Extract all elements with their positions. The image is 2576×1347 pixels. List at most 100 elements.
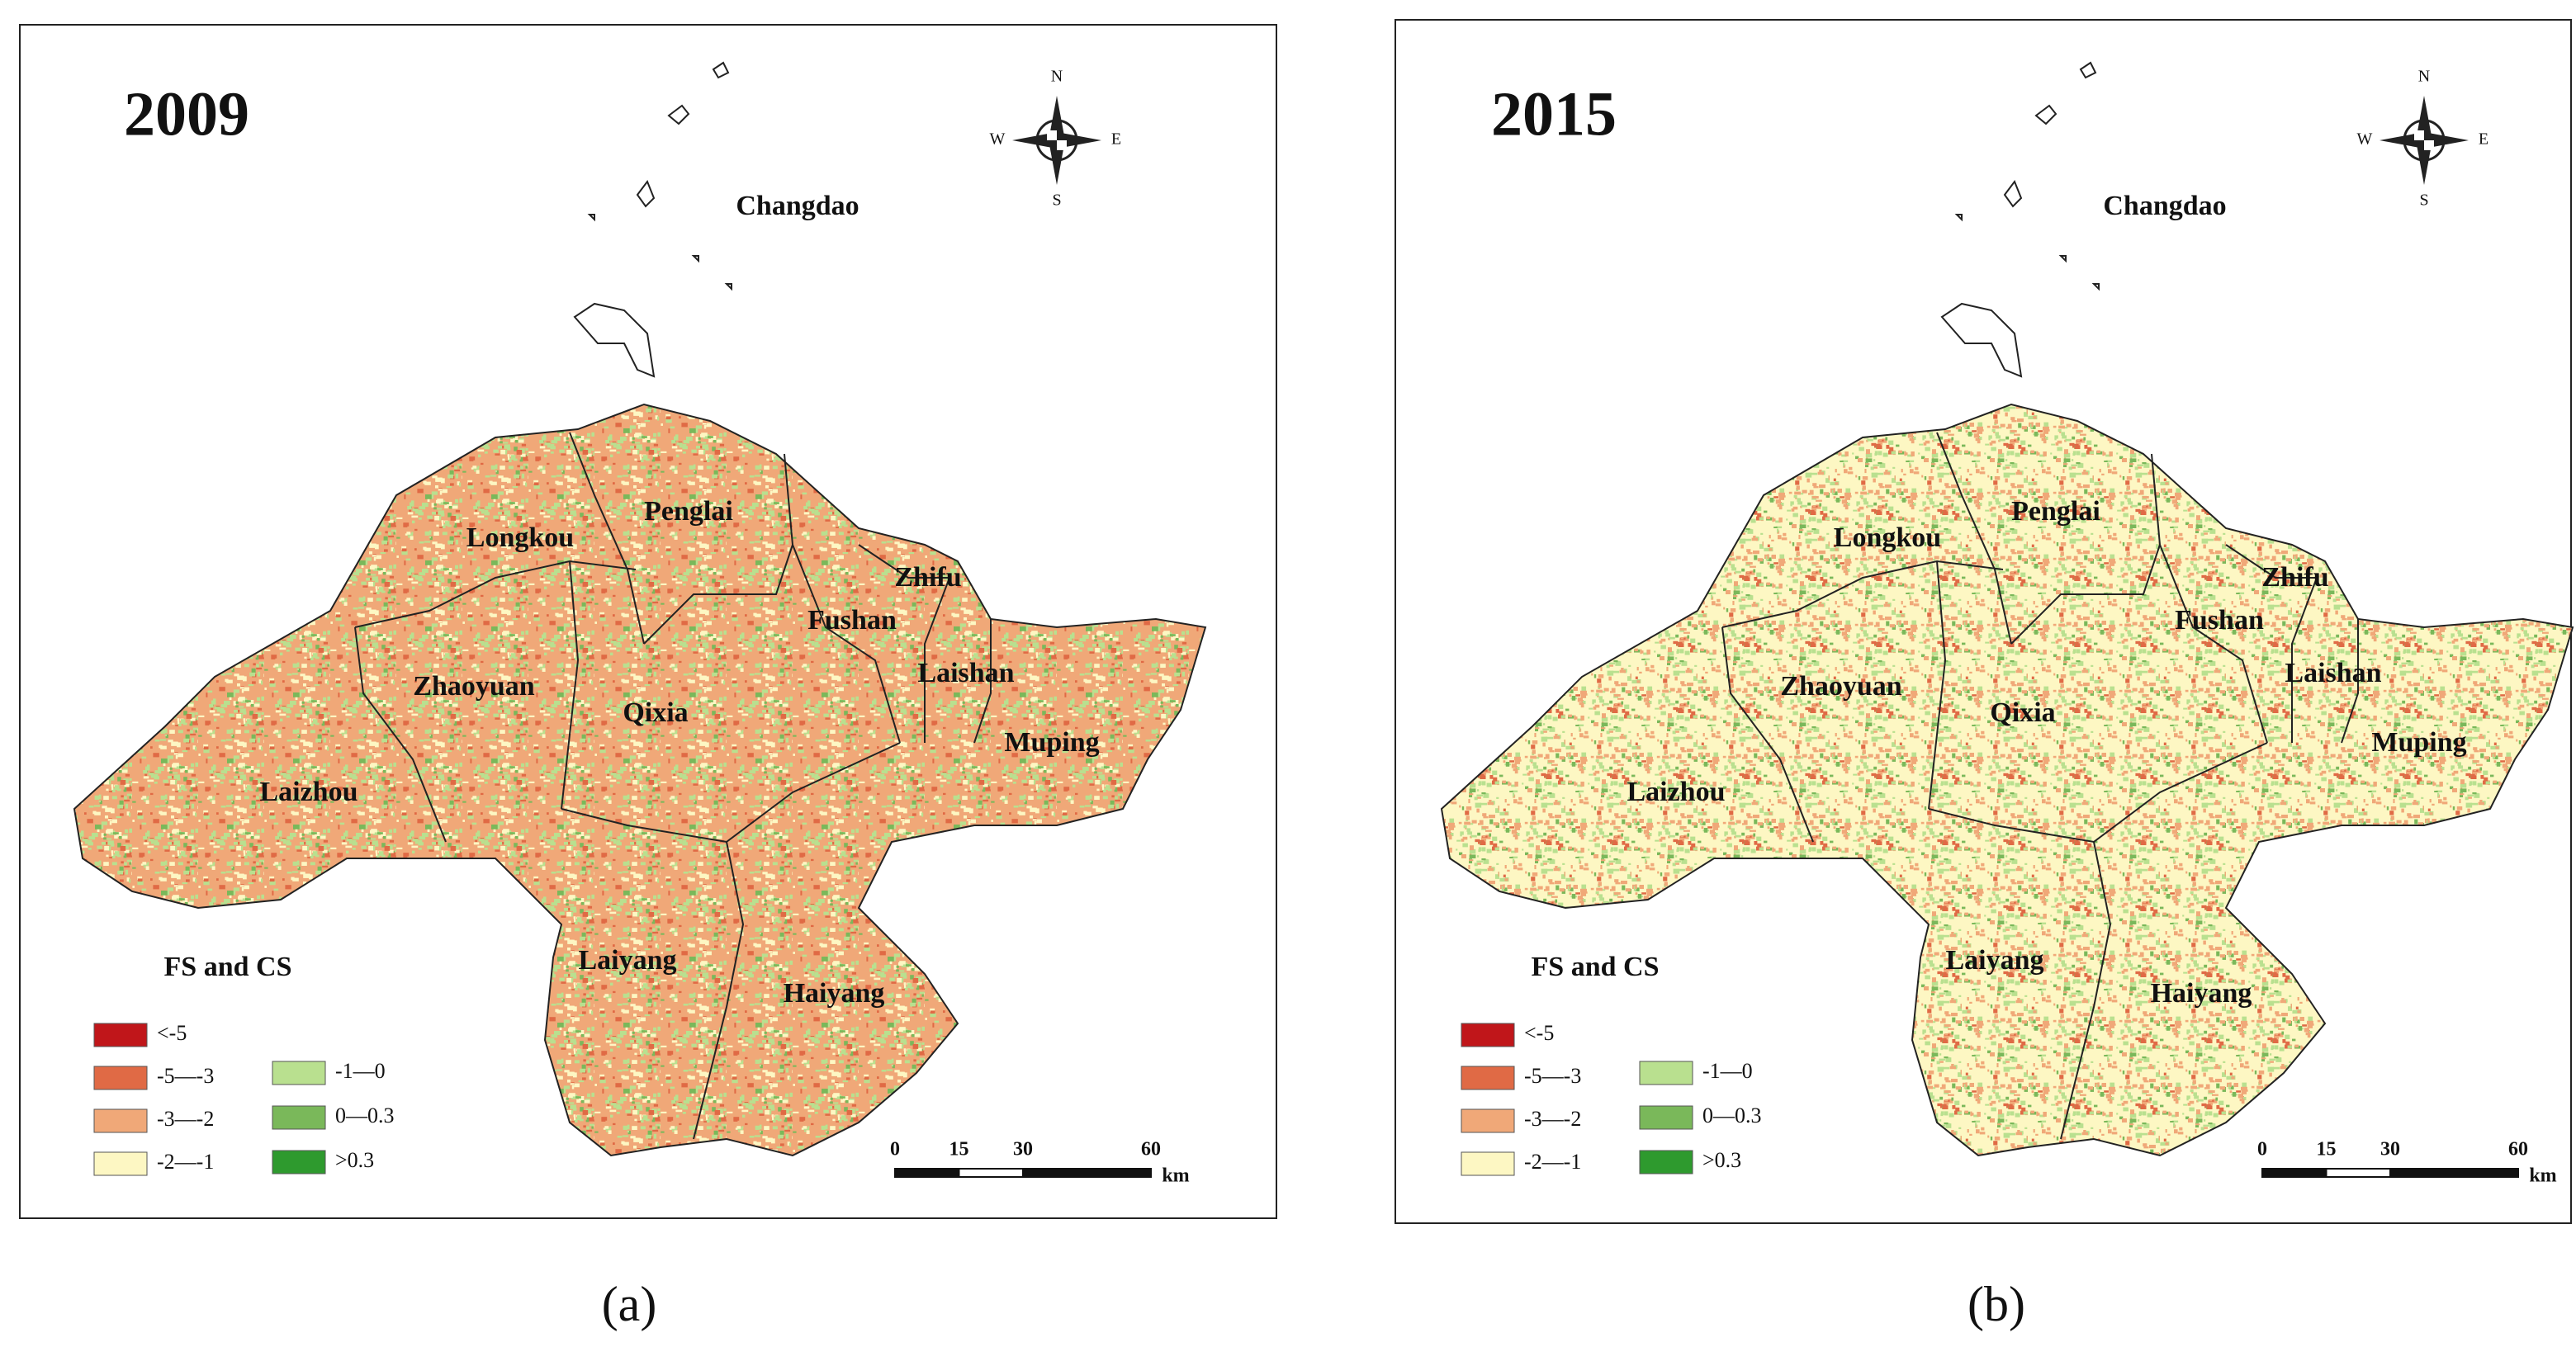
legend-title: FS and CS: [164, 952, 292, 982]
compass-letter: S: [1052, 191, 1061, 210]
district-border: [2225, 544, 2318, 743]
district-label: Penglai: [644, 496, 733, 527]
district-label: Zhifu: [894, 562, 961, 593]
district-border: [561, 560, 580, 810]
compass-center: [2424, 140, 2434, 150]
district-border: [569, 432, 645, 645]
scale-segment: [2325, 1168, 2391, 1178]
district-label: Fushan: [2175, 605, 2264, 636]
scale-segment: [958, 1168, 1024, 1178]
year-title: 2015: [1491, 79, 1617, 149]
district-border: [1936, 432, 2012, 645]
compass-center: [2414, 130, 2424, 140]
scale-unit: km: [1162, 1165, 1189, 1187]
district-border: [2341, 619, 2359, 744]
legend-swatch: [93, 1108, 148, 1133]
island: [636, 179, 656, 208]
scale-segment: [2389, 1168, 2519, 1178]
scale-label: 30: [1013, 1139, 1033, 1160]
legend-label: -1—0: [335, 1059, 386, 1083]
map-panel: 2009 Changdao Longkou Penglai Zhifu Fushan Lai…: [73, 61, 1207, 1187]
scale-unit: km: [2529, 1165, 2556, 1187]
compass-center: [1047, 130, 1057, 140]
district-label: Qixia: [623, 697, 688, 728]
scale-segment: [1022, 1168, 1152, 1178]
island: [2003, 179, 2023, 208]
district-label: Laiyang: [1945, 945, 2043, 976]
island: [573, 302, 656, 378]
land: [1440, 403, 2574, 1157]
compass-letter: W: [2357, 130, 2373, 149]
legend-label: <-5: [157, 1021, 187, 1045]
island: [2034, 104, 2057, 125]
scale-label: 30: [2380, 1139, 2400, 1160]
legend-swatch: [1639, 1061, 1693, 1085]
district-label: Laizhou: [259, 777, 358, 807]
district-label: Laizhou: [1627, 777, 1725, 807]
district-border: [354, 560, 637, 628]
map-panel: 2015 Changdao Longkou Penglai Zhifu Fushan Lai…: [1440, 61, 2574, 1187]
district-label: Longkou: [466, 522, 574, 553]
district-label: Laiyang: [578, 945, 676, 976]
panel-frame: [1395, 19, 2572, 1224]
island: [2091, 283, 2100, 291]
scale-label: 60: [2508, 1139, 2528, 1160]
district-border: [354, 626, 447, 843]
district-label: Muping: [2371, 727, 2466, 758]
district-border: [2060, 841, 2112, 1140]
district-label: Longkou: [1834, 522, 1941, 553]
island: [587, 214, 595, 222]
district-border: [792, 544, 901, 744]
island: [2058, 255, 2067, 263]
scale-label: 0: [890, 1139, 900, 1160]
legend-title: FS and CS: [1532, 952, 1660, 982]
scale-label: 15: [2317, 1139, 2337, 1160]
district-label: Zhaoyuan: [1780, 671, 1901, 702]
legend-swatch: [93, 1151, 148, 1176]
compass-letter: E: [2479, 130, 2488, 149]
legend-swatch: [272, 1105, 326, 1130]
legend-swatch: [272, 1061, 326, 1085]
panel-frame: [19, 24, 1277, 1219]
district-label: Haiyang: [784, 978, 885, 1009]
panel-caption: (b): [1968, 1277, 2025, 1331]
panel-caption: (a): [602, 1277, 657, 1331]
legend-label: 0—0.3: [335, 1104, 395, 1127]
legend-label: -2—-1: [157, 1150, 214, 1174]
land: [73, 403, 1207, 1157]
island: [667, 104, 690, 125]
district-border: [693, 841, 745, 1140]
legend-swatch: [93, 1023, 148, 1047]
island: [691, 255, 699, 263]
island: [712, 61, 730, 79]
district-label: Penglai: [2011, 496, 2100, 527]
district-border: [1721, 560, 2004, 628]
district-border: [1721, 626, 1814, 843]
district-label: Zhifu: [2261, 562, 2328, 593]
legend-label: -5—-3: [157, 1064, 214, 1088]
compass-letter: W: [990, 130, 1006, 149]
place-label: Changdao: [2103, 191, 2226, 221]
year-title: 2009: [124, 79, 249, 149]
island: [724, 283, 732, 291]
legend-swatch: [1461, 1108, 1515, 1133]
legend-swatch: [272, 1150, 326, 1174]
district-border: [1928, 560, 1947, 810]
district-label: Laishan: [2285, 658, 2381, 688]
scale-segment: [894, 1168, 960, 1178]
legend-label: <-5: [1524, 1021, 1554, 1045]
district-label: Zhaoyuan: [413, 671, 534, 702]
compass-letter: E: [1111, 130, 1121, 149]
legend-label: -2—-1: [1524, 1150, 1581, 1174]
compass-letter: N: [2418, 68, 2430, 86]
district-border: [973, 619, 992, 744]
island: [2079, 61, 2097, 79]
district-label: Fushan: [807, 605, 897, 636]
district-label: Laishan: [917, 658, 1014, 688]
scale-label: 0: [2257, 1139, 2267, 1160]
legend-swatch: [1639, 1105, 1693, 1130]
legend-label: -3—-2: [1524, 1107, 1581, 1131]
legend-swatch: [1461, 1066, 1515, 1090]
scale-label: 60: [1141, 1139, 1161, 1160]
